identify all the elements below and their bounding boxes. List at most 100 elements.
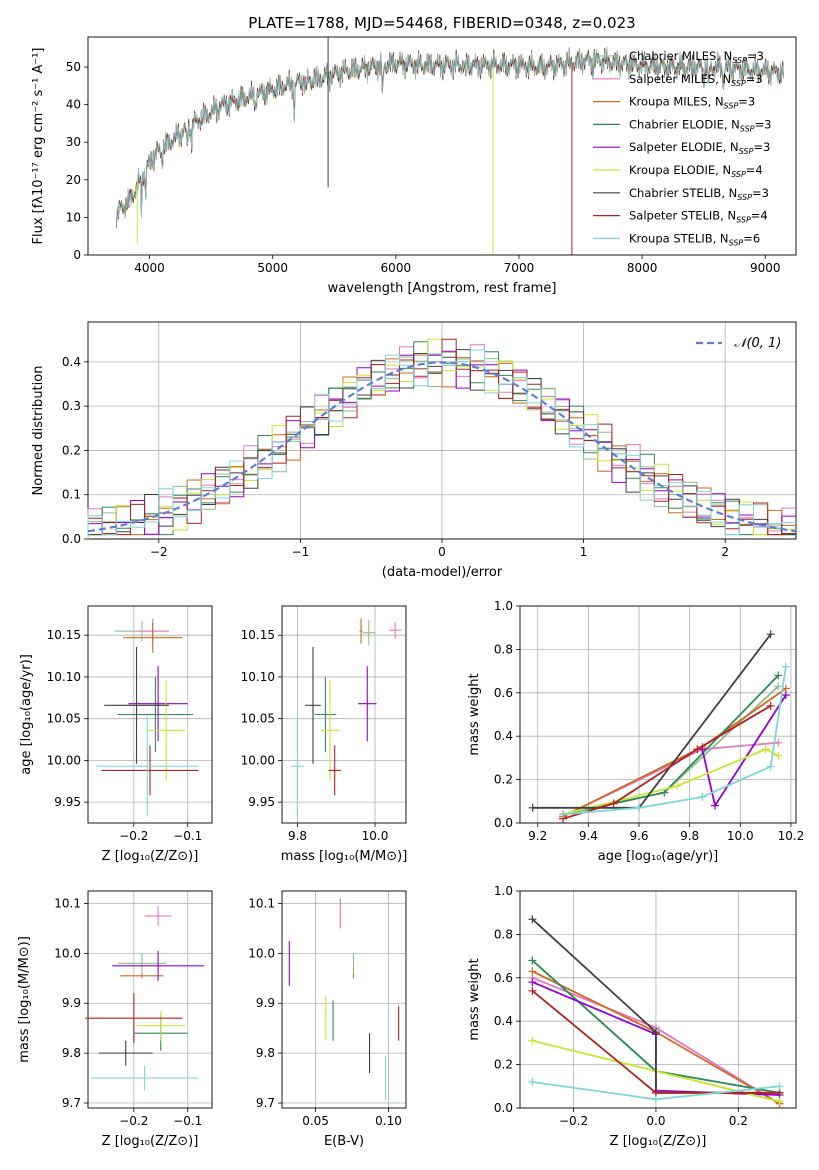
errorbar-point bbox=[388, 621, 402, 639]
y-tick-label: 0.0 bbox=[494, 1101, 513, 1115]
errorbar-point bbox=[144, 905, 172, 926]
massweight-marker bbox=[651, 1028, 660, 1037]
x-tick-label: 10.2 bbox=[778, 829, 805, 843]
errorbar-point bbox=[123, 622, 183, 653]
errorbar-point bbox=[305, 646, 321, 764]
x-tick-label: −0.2 bbox=[559, 1114, 588, 1128]
massweight-marker bbox=[774, 682, 783, 691]
massweight-marker bbox=[781, 690, 790, 699]
errorbar-point bbox=[147, 680, 186, 781]
x-tick-label: 9.6 bbox=[629, 829, 648, 843]
massweight-line bbox=[562, 705, 772, 820]
x-tick-label: 2 bbox=[721, 545, 729, 559]
massweight-line bbox=[562, 748, 779, 816]
y-tick-label: 10.0 bbox=[248, 946, 275, 960]
legend-label: Kroupa ELODIE, NSSP=4 bbox=[629, 163, 763, 179]
spectrum-panel: Chabrier MILES, NSSP=3 Salpeter MILES, NS… bbox=[31, 36, 797, 296]
legend-label: Chabrier ELODIE, NSSP=3 bbox=[629, 117, 771, 133]
y-tick-label: 10 bbox=[66, 210, 81, 224]
massweight-marker bbox=[609, 799, 618, 808]
y-tick-label: 10.10 bbox=[47, 670, 81, 684]
x-tick-label: 10.0 bbox=[727, 829, 754, 843]
histogram-step bbox=[87, 349, 796, 539]
axes-frame bbox=[281, 890, 407, 1109]
errorbar-point bbox=[291, 716, 304, 817]
massweight-marker bbox=[528, 956, 537, 965]
x-tick-label: −0.2 bbox=[119, 1114, 148, 1128]
x-tick-label: 9.8 bbox=[288, 829, 307, 843]
x-axis-label: Z [log₁₀(Z/Z⊙)] bbox=[610, 1134, 707, 1149]
y-tick-label: 10.00 bbox=[47, 753, 81, 767]
y-tick-label: 10.0 bbox=[54, 946, 81, 960]
massweight-marker bbox=[766, 762, 775, 771]
y-tick-label: 0.4 bbox=[494, 729, 513, 743]
x-tick-label: 7000 bbox=[504, 261, 535, 275]
massweight-marker bbox=[528, 803, 537, 812]
legend-label: Salpeter MILES, NSSP=3 bbox=[629, 72, 763, 88]
errorbar-point bbox=[120, 973, 164, 979]
age-vs-mass-panel: 9.8 10.0 9.95 10.00 10.05 10.10 10.15 mass [log… bbox=[241, 605, 408, 864]
x-tick-label: −2 bbox=[150, 545, 168, 559]
y-tick-label: 50 bbox=[66, 60, 81, 74]
legend-label: Salpeter STELIB, NSSP=4 bbox=[629, 209, 768, 225]
massweight-marker bbox=[635, 803, 644, 812]
errorbar-point bbox=[128, 666, 188, 742]
y-tick-label: 1.0 bbox=[494, 599, 513, 613]
massweight-marker bbox=[672, 782, 681, 791]
y-tick-label: 0 bbox=[73, 248, 81, 262]
y-tick-label: 10.1 bbox=[54, 896, 81, 910]
x-axis-label: mass [log₁₀(M/M⊙)] bbox=[281, 849, 408, 864]
y-tick-label: 9.9 bbox=[62, 996, 81, 1010]
axes-frame bbox=[87, 890, 213, 1109]
errorbar-point bbox=[357, 666, 377, 742]
x-tick-label: −0.1 bbox=[173, 829, 202, 843]
y-tick-label: 0.8 bbox=[494, 927, 513, 941]
x-tick-label: 10.0 bbox=[362, 829, 389, 843]
massweight-marker bbox=[698, 792, 707, 801]
errorbar-point bbox=[117, 953, 167, 974]
axes-frame bbox=[87, 36, 797, 256]
errorbar-point bbox=[98, 1040, 153, 1066]
errorbar-point bbox=[362, 620, 375, 646]
massweight-line bbox=[562, 687, 787, 818]
residuals-histogram-panel: −2 −1 0 1 2 0.0 0.1 0.2 0.3 0.4 (data-model)/error… bbox=[31, 321, 797, 580]
spectrum-line bbox=[115, 47, 784, 226]
massweight-vs-age-panel: 9.2 9.4 9.6 9.8 10.0 10.2 0.0 0.2 0.4 0.6 0.8 1.0 ag… bbox=[467, 599, 804, 864]
x-axis-label: age [log₁₀(age/yr)] bbox=[598, 849, 719, 864]
x-axis-label: wavelength [Angstrom, rest frame] bbox=[328, 281, 557, 296]
y-tick-label: 10.05 bbox=[241, 712, 275, 726]
y-tick-label: 0.0 bbox=[494, 816, 513, 830]
errorbar-point bbox=[101, 745, 199, 796]
x-tick-label: 0.2 bbox=[729, 1114, 748, 1128]
y-tick-label: 0.6 bbox=[494, 686, 513, 700]
errorbar-point bbox=[112, 950, 204, 981]
legend-label: Chabrier STELIB, NSSP=3 bbox=[629, 186, 769, 202]
massweight-marker bbox=[766, 701, 775, 710]
massweight-marker bbox=[528, 978, 537, 987]
normal-curve bbox=[87, 361, 797, 533]
massweight-marker bbox=[528, 986, 537, 995]
y-axis-label: age [log₁₀(age/yr)] bbox=[19, 654, 34, 775]
y-tick-label: 0.4 bbox=[494, 1014, 513, 1028]
y-tick-label: 9.95 bbox=[54, 795, 81, 809]
figure-title: PLATE=1788, MJD=54468, FIBERID=0348, z=0… bbox=[248, 14, 635, 32]
x-tick-label: 9.4 bbox=[579, 829, 598, 843]
y-tick-label: 20 bbox=[66, 173, 81, 187]
massweight-line bbox=[562, 666, 787, 816]
y-tick-label: 40 bbox=[66, 98, 81, 112]
massweight-marker bbox=[775, 1082, 784, 1091]
massweight-marker bbox=[559, 810, 568, 819]
massweight-marker bbox=[710, 801, 719, 810]
x-tick-label: 0.0 bbox=[646, 1114, 665, 1128]
x-axis-label: E(B-V) bbox=[324, 1134, 364, 1149]
x-axis-label: (data-model)/error bbox=[382, 565, 503, 580]
x-tick-label: 0.10 bbox=[375, 1114, 402, 1128]
legend-label: 𝒩(0, 1) bbox=[734, 336, 781, 351]
y-tick-label: 0.2 bbox=[494, 773, 513, 787]
errorbar-point bbox=[117, 676, 194, 753]
massweight-marker bbox=[774, 671, 783, 680]
errorbar-point bbox=[359, 618, 363, 644]
x-tick-label: 4000 bbox=[134, 261, 165, 275]
y-tick-label: 0.1 bbox=[62, 488, 81, 502]
x-axis-label: Z [log₁₀(Z/Z⊙)] bbox=[102, 849, 199, 864]
